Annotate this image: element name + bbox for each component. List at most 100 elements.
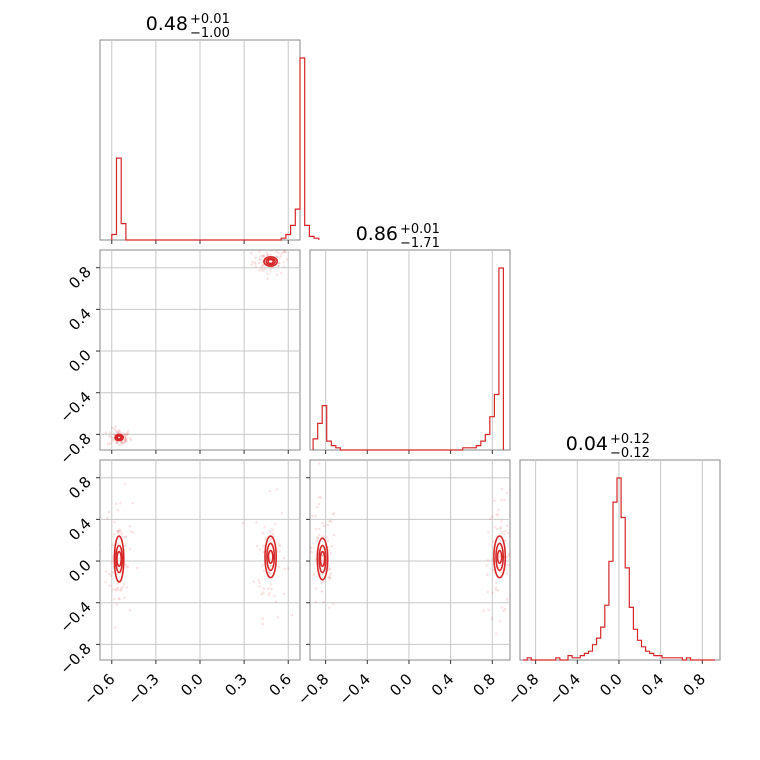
contour-level-0 [496,549,503,565]
sample-point [268,538,272,541]
sample-point [282,250,286,254]
sample-point [504,539,507,542]
sample-point [252,580,255,583]
sample-point [261,269,265,272]
sample-point [262,569,266,573]
sample-point [278,550,282,553]
sample-point [270,587,273,591]
hist-panel-1: 0.86 +0.01−1.71 [309,222,511,454]
sample-point [122,442,126,445]
sample-point [259,265,263,269]
sample-point [328,575,331,578]
histogram-2 [523,477,715,661]
sample-point [320,573,324,576]
sample-point [498,555,501,559]
sample-point [108,442,112,445]
sample-point [495,581,498,584]
sample-point [276,264,280,268]
sample-point [250,260,254,264]
sample-point [284,250,288,254]
sample-point [277,543,281,546]
sample-point [124,438,127,442]
sample-point [120,441,123,445]
sample-point [265,251,269,254]
sample-point [492,540,495,543]
hist-panel-2: 0.04 +0.12−0.12 [519,432,721,664]
x-tick-label: 0.0 [386,670,416,700]
contour-level-2 [113,535,125,583]
sample-point [116,508,120,512]
sample-point [502,609,506,613]
y-tick-label: 0.8 [65,473,95,503]
sample-point [491,568,495,572]
sample-point [259,258,262,261]
sample-point [111,543,114,547]
sample-point [282,265,286,268]
histogram-0 [111,57,320,241]
sample-point [326,539,330,542]
pair-content [104,250,289,447]
sample-point [122,535,126,539]
sample-point [505,555,509,559]
sample-point [114,502,118,506]
sample-point [290,613,294,617]
sample-point [486,558,490,562]
sample-point [314,600,318,604]
sample-point [318,527,321,531]
contour-level-2 [316,537,329,581]
sample-point [283,250,286,253]
pair-content [100,483,294,629]
y-tick-label: −0.8 [56,639,94,677]
sample-point [266,253,269,256]
sample-point [258,258,261,261]
sample-point [118,597,121,600]
sample-point [126,565,130,568]
x-tick-label: 0.3 [221,670,251,700]
sample-point [258,581,261,584]
sample-point [490,617,494,620]
sample-point [508,553,510,556]
pair-panel-1-2 [306,459,519,664]
sample-point [505,598,509,601]
sample-point [503,498,506,502]
sample-point [113,597,116,601]
sample-point [320,590,324,593]
sample-point [505,572,509,575]
sample-point [277,565,281,569]
contour-level-2 [264,535,277,579]
x-tick-label: 0.4 [638,670,668,700]
sample-point [320,554,324,557]
sample-point [124,535,128,539]
sample-point [282,260,286,264]
sample-point [106,517,109,520]
contour-level-1 [265,257,276,266]
y-tick-label: 0.0 [65,346,95,376]
sample-point [327,548,331,552]
sample-point [112,533,116,536]
sample-point [486,590,490,594]
sample-point [328,577,332,580]
sample-point [275,255,279,258]
contour-level-2 [114,433,124,442]
x-tick-label: −0.8 [504,670,542,708]
sample-point [262,254,266,257]
sample-point [516,630,519,633]
param-title-1: 0.86 [356,223,398,245]
sample-point [513,548,516,551]
sample-point [279,254,283,257]
sample-point [112,588,115,591]
sample-point [503,533,506,536]
sample-point [277,261,281,265]
sample-point [261,264,265,267]
sample-point [500,519,503,523]
sample-point [332,533,336,537]
param-err-plus-1: +0.01 [400,222,440,237]
x-tick-label: −0.4 [336,670,374,708]
sample-point [328,519,332,523]
sample-point [500,498,504,502]
sample-point [100,550,102,553]
sample-point [315,539,319,543]
sample-point [505,524,509,528]
sample-point [488,517,492,520]
sample-point [262,587,266,591]
